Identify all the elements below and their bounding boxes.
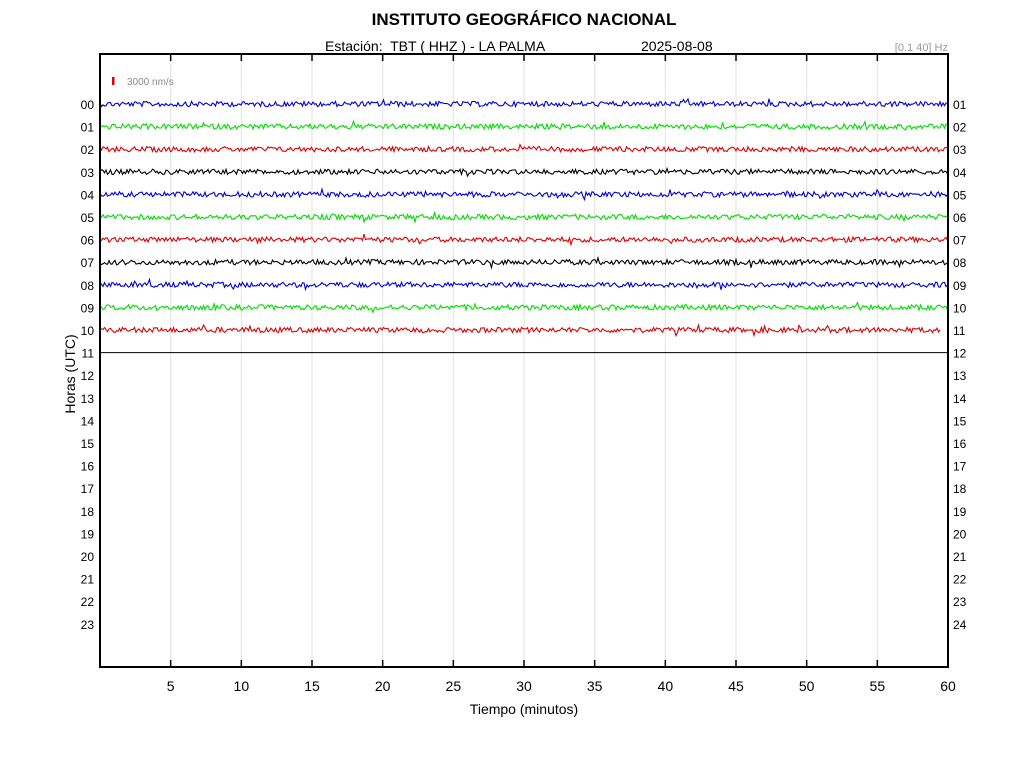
- left-hour-label: 12: [81, 369, 95, 383]
- x-tick-label: 5: [167, 678, 175, 694]
- right-hour-label: 12: [953, 347, 967, 361]
- x-tick-label: 15: [304, 678, 320, 694]
- scale-bar-mark: [112, 77, 115, 85]
- grid-lines: [170, 54, 878, 667]
- left-hour-label: 22: [81, 595, 95, 609]
- amplitude-scale-bar: 3000 nm/s: [112, 77, 174, 88]
- left-hour-label: 13: [81, 392, 95, 406]
- right-hour-label: 16: [953, 437, 967, 451]
- left-hour-label: 03: [81, 166, 95, 180]
- left-hour-label: 01: [81, 121, 95, 135]
- left-hour-label: 06: [81, 234, 95, 248]
- right-hour-label: 07: [953, 234, 967, 248]
- filter-band-label: [0.1 40] Hz: [894, 42, 948, 54]
- left-hour-label: 16: [81, 460, 95, 474]
- left-hour-labels: 00 01 02 03 04 05 06 07 08 09 10 11 12 13 14 15 16 17 18 19…: [81, 98, 95, 632]
- station-label: Estación: TBT ( HHZ ) - LA PALMA: [325, 38, 546, 54]
- left-hour-label: 08: [81, 279, 95, 293]
- trace-02: [99, 143, 948, 154]
- right-hour-label: 08: [953, 256, 967, 270]
- x-tick-label: 35: [587, 678, 603, 694]
- right-hour-label: 14: [953, 392, 967, 406]
- left-hour-label: 14: [81, 414, 95, 428]
- left-hour-label: 15: [81, 437, 95, 451]
- left-hour-label: 23: [81, 618, 95, 632]
- left-hour-label: 00: [81, 98, 95, 112]
- x-tick-label: 20: [375, 678, 391, 694]
- right-hour-label: 19: [953, 505, 967, 519]
- right-hour-label: 06: [953, 211, 967, 225]
- trace-08: [99, 277, 948, 292]
- x-tick-label: 45: [728, 678, 744, 694]
- left-hour-label: 02: [81, 143, 95, 157]
- right-hour-labels: 01 02 03 04 05 06 07 08 09 10 11 12 13 14 15 16 17 18 19 20…: [953, 98, 967, 632]
- left-hour-label: 09: [81, 301, 95, 315]
- x-tick-label: 25: [446, 678, 462, 694]
- trace-05: [99, 210, 948, 225]
- right-hour-label: 23: [953, 595, 967, 609]
- left-hour-label: 05: [81, 211, 95, 225]
- trace-09: [99, 301, 949, 315]
- right-hour-label: 03: [953, 143, 967, 157]
- seismic-traces: [99, 97, 949, 354]
- right-hour-label: 15: [953, 414, 967, 428]
- right-hour-label: 20: [953, 527, 967, 541]
- x-tick-label: 55: [870, 678, 886, 694]
- trace-00: [99, 97, 948, 109]
- date-label: 2025-08-08: [641, 38, 713, 54]
- left-hour-label: 20: [81, 550, 95, 564]
- scale-bar-label: 3000 nm/s: [127, 77, 174, 88]
- left-hour-label: 10: [81, 324, 95, 338]
- left-hour-label: 11: [82, 347, 95, 361]
- right-hour-label: 21: [953, 550, 967, 564]
- x-axis-ticks: 5 10 15 20 25 30 35 40 45 50 55 60: [167, 54, 956, 694]
- x-tick-label: 10: [234, 678, 250, 694]
- right-hour-label: 10: [953, 301, 967, 315]
- right-hour-label: 17: [953, 460, 967, 474]
- left-hour-label: 17: [81, 482, 95, 496]
- right-hour-label: 18: [953, 482, 967, 496]
- trace-10: [99, 322, 941, 338]
- left-hour-label: 21: [81, 573, 95, 587]
- trace-04: [99, 187, 948, 202]
- trace-03: [99, 166, 948, 178]
- left-hour-label: 04: [81, 188, 95, 202]
- trace-07: [99, 255, 948, 270]
- x-tick-label: 40: [658, 678, 674, 694]
- y-axis-label: Horas (UTC): [62, 334, 78, 414]
- x-tick-label: 60: [940, 678, 956, 694]
- right-hour-label: 09: [953, 279, 967, 293]
- left-hour-label: 19: [81, 527, 95, 541]
- right-hour-label: 02: [953, 121, 967, 135]
- right-hour-label: 13: [953, 369, 967, 383]
- right-hour-label: 22: [953, 573, 967, 587]
- right-hour-label: 05: [953, 188, 967, 202]
- x-tick-label: 30: [516, 678, 532, 694]
- trace-06: [99, 233, 949, 247]
- x-tick-label: 50: [799, 678, 815, 694]
- right-hour-label: 01: [953, 98, 967, 112]
- chart-title: INSTITUTO GEOGRÁFICO NACIONAL: [371, 10, 677, 29]
- left-hour-label: 07: [81, 256, 95, 270]
- x-axis-label: Tiempo (minutos): [469, 701, 579, 717]
- right-hour-label: 04: [953, 166, 967, 180]
- trace-01: [99, 119, 948, 131]
- right-hour-label: 11: [953, 324, 966, 338]
- left-hour-label: 18: [81, 505, 95, 519]
- right-hour-label: 24: [953, 618, 967, 632]
